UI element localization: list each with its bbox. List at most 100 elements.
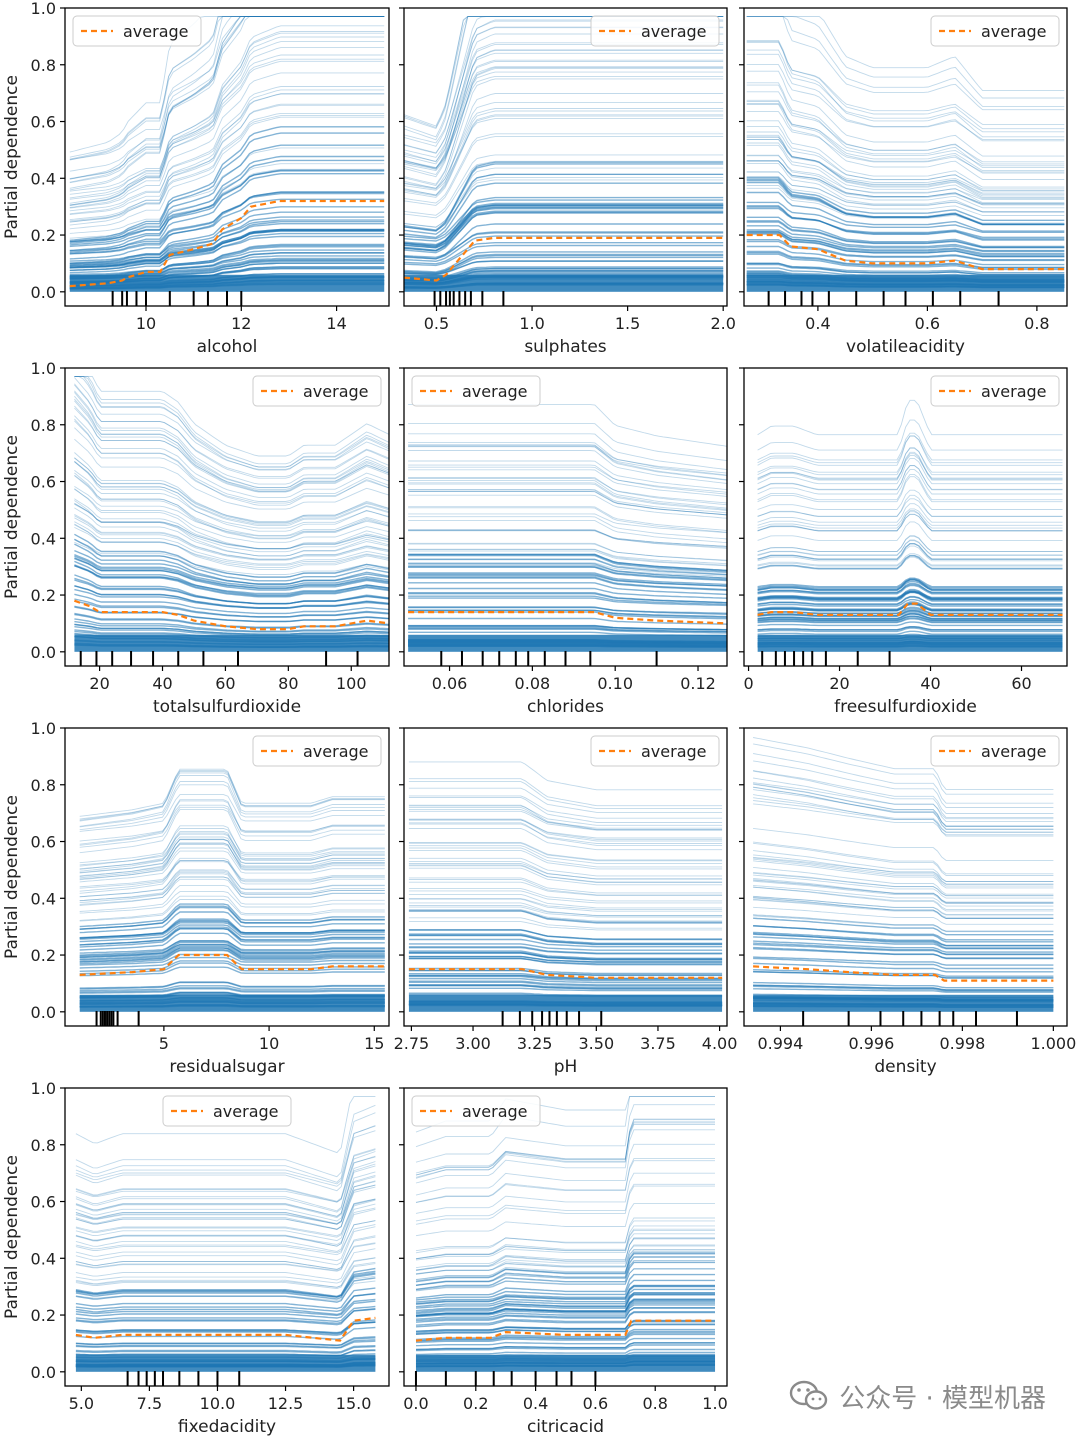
ice-line bbox=[69, 223, 385, 265]
ice-line bbox=[408, 978, 723, 984]
ice-line bbox=[415, 1268, 715, 1292]
ice-line bbox=[408, 865, 723, 883]
ice-line bbox=[69, 147, 385, 234]
legend: average bbox=[930, 15, 1060, 47]
ice-line bbox=[753, 872, 1054, 897]
x-tick-label: 0.4 bbox=[805, 314, 830, 333]
ice-line bbox=[74, 420, 389, 502]
ice-line bbox=[757, 613, 1063, 620]
ice-line bbox=[753, 915, 1054, 933]
ice-dense-band bbox=[408, 634, 727, 652]
ice-line bbox=[75, 1243, 376, 1272]
ice-line bbox=[74, 524, 389, 568]
ice-line bbox=[757, 476, 1063, 503]
ice-line bbox=[753, 786, 1054, 830]
ice-line bbox=[74, 407, 389, 490]
x-tick-label: 4.00 bbox=[702, 1034, 738, 1053]
ice-line bbox=[74, 623, 389, 635]
ice-line bbox=[408, 624, 727, 631]
ice-line bbox=[408, 606, 727, 615]
ice-line bbox=[69, 32, 385, 199]
ice-line bbox=[79, 987, 385, 993]
ice-line bbox=[404, 115, 724, 198]
ice-line bbox=[404, 114, 724, 197]
ice-line bbox=[408, 867, 723, 886]
ice-line bbox=[415, 1330, 715, 1342]
ice-line bbox=[757, 469, 1063, 495]
y-tick-label: 0.4 bbox=[31, 889, 56, 908]
legend-box bbox=[162, 1095, 292, 1127]
y-tick-label: 0.2 bbox=[31, 586, 56, 605]
ice-line bbox=[75, 1130, 376, 1187]
ice-line bbox=[753, 782, 1054, 820]
average-line bbox=[79, 953, 385, 976]
ice-line bbox=[746, 39, 1065, 130]
ice-line bbox=[415, 1160, 715, 1204]
ice-line bbox=[415, 1279, 715, 1301]
ice-line bbox=[753, 803, 1054, 836]
ice-line bbox=[408, 483, 727, 511]
ice-line bbox=[404, 163, 724, 232]
ice-curves bbox=[753, 737, 1054, 1012]
ice-line bbox=[746, 16, 1065, 92]
ice-line bbox=[79, 842, 385, 879]
ice-line bbox=[408, 550, 727, 567]
ice-line bbox=[408, 563, 727, 579]
ice-line bbox=[757, 617, 1063, 623]
ice-line bbox=[746, 53, 1065, 142]
ice-dense-band bbox=[79, 994, 385, 1012]
ice-line bbox=[408, 909, 723, 922]
legend: average bbox=[411, 1095, 541, 1127]
x-tick-label: 2.0 bbox=[710, 314, 735, 333]
ice-line bbox=[757, 399, 1063, 436]
ice-line bbox=[79, 781, 385, 828]
y-tick-label: 0.0 bbox=[31, 643, 56, 662]
ice-line bbox=[753, 866, 1054, 895]
ice-line bbox=[69, 192, 385, 252]
x-tick-label: 100 bbox=[336, 674, 367, 693]
ice-line bbox=[79, 844, 385, 877]
legend-label: average bbox=[462, 1102, 528, 1121]
ice-line bbox=[408, 909, 723, 923]
ice-line bbox=[408, 494, 727, 519]
ice-line bbox=[404, 75, 724, 169]
ice-line bbox=[79, 859, 385, 894]
ice-line bbox=[757, 553, 1063, 566]
ice-line bbox=[69, 16, 385, 161]
ice-line bbox=[753, 857, 1054, 885]
ice-line bbox=[69, 16, 385, 172]
average-line bbox=[404, 236, 724, 282]
legend-box bbox=[930, 375, 1060, 407]
ice-line bbox=[79, 871, 385, 902]
x-tick-label: 15.0 bbox=[336, 1394, 372, 1413]
ice-line bbox=[408, 984, 723, 990]
ice-line bbox=[753, 914, 1054, 932]
ice-line bbox=[746, 206, 1065, 240]
ice-line bbox=[408, 542, 727, 562]
ice-line bbox=[75, 1180, 376, 1230]
ice-line bbox=[75, 1308, 376, 1325]
ice-line bbox=[753, 850, 1054, 882]
ice-line bbox=[408, 479, 727, 509]
ice-line bbox=[408, 898, 723, 912]
ice-line bbox=[79, 903, 385, 928]
ice-line bbox=[415, 1237, 715, 1272]
ice-line bbox=[746, 104, 1065, 180]
ice-line bbox=[79, 884, 385, 912]
ice-line bbox=[753, 854, 1054, 885]
ice-line bbox=[753, 906, 1054, 925]
ice-line bbox=[79, 833, 385, 866]
ice-line bbox=[753, 777, 1054, 823]
subplot-chlorides: 0.06 0.08 0.10 0.12 chlorides average bbox=[399, 367, 728, 717]
ice-line bbox=[415, 1244, 715, 1275]
ice-line bbox=[74, 564, 389, 597]
ice-line bbox=[75, 1207, 376, 1245]
ice-line bbox=[74, 543, 389, 585]
ice-line bbox=[404, 118, 724, 191]
deciles-rug bbox=[440, 651, 658, 666]
ice-line bbox=[746, 120, 1065, 188]
ice-line bbox=[415, 1294, 715, 1315]
ice-line bbox=[404, 256, 724, 275]
ice-line bbox=[74, 517, 389, 561]
ice-line bbox=[79, 922, 385, 940]
